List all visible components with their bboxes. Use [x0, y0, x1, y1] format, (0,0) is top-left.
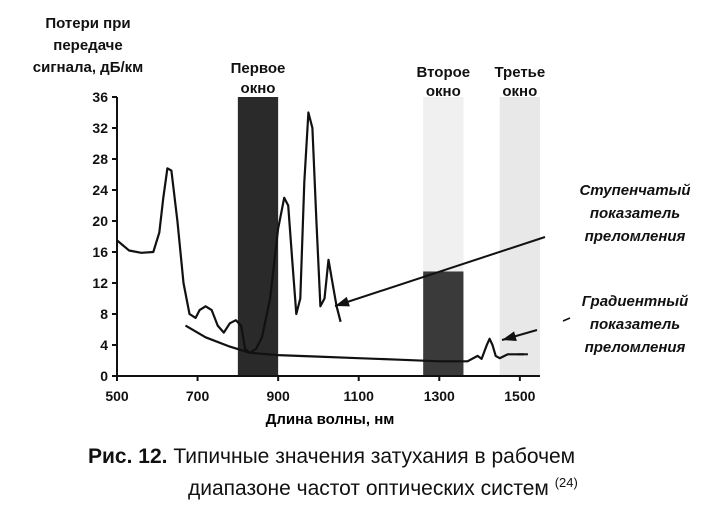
- x-tick-label-1500: 1500: [504, 388, 535, 404]
- series-step-index-label-line-2: показатель: [590, 205, 680, 222]
- window-band-1: [237, 97, 279, 376]
- window-label-2-line-2: окно: [426, 83, 461, 100]
- figure-caption: Рис. 12. Типичные значения затухания в р…: [88, 444, 708, 502]
- x-tick-label-500: 500: [105, 388, 129, 404]
- window-band-2-upper: [423, 97, 464, 272]
- window-band-2: [423, 271, 464, 376]
- x-tick-label-900: 900: [266, 388, 290, 404]
- y-axis-label: Потери при передаче сигнала, дБ/км: [33, 15, 144, 76]
- y-tick-label-32: 32: [92, 120, 108, 136]
- y-tick-label-20: 20: [92, 213, 108, 229]
- series-step-index-arrow-head: [335, 296, 350, 307]
- x-axis-label: Длина волны, нм: [266, 411, 395, 428]
- y-axis-label-line-3: сигнала, дБ/км: [33, 59, 144, 76]
- caption-line-2: диапазоне частот оптических систем (24): [88, 470, 708, 502]
- window-label-3-line-2: окно: [502, 83, 537, 100]
- y-axis-label-line-2: передаче: [53, 37, 122, 54]
- caption-text-1: Типичные значения затухания в рабочем: [173, 445, 576, 468]
- window-band-3: [499, 97, 540, 376]
- series-graded-index-label-line-2: показатель: [590, 316, 680, 333]
- annotation-mark: [562, 317, 571, 322]
- window-label-1-line-2: окно: [241, 80, 276, 97]
- y-tick-label-0: 0: [100, 368, 108, 384]
- y-tick-label-4: 4: [100, 337, 108, 353]
- y-tick-label-8: 8: [100, 306, 108, 322]
- series-step-index-label-line-3: преломления: [585, 228, 686, 245]
- series-step-index-arrow-shaft: [334, 236, 546, 307]
- series-graded-index-label-line-1: Градиентный: [582, 293, 689, 310]
- x-tick-label-1300: 1300: [424, 388, 455, 404]
- window-label-1-line-1: Первое: [231, 60, 286, 77]
- series-step-index-label-line-1: Ступенчатый: [579, 182, 690, 199]
- axis-ticks: 0 4 8 12 16 20 24 28 32 36 500 700 900 1100 1300 1500: [92, 89, 535, 404]
- y-tick-label-16: 16: [92, 244, 108, 260]
- caption-line-1: Рис. 12. Типичные значения затухания в р…: [88, 444, 708, 470]
- y-tick-label-24: 24: [92, 182, 108, 198]
- window-label-2-line-1: Второе: [417, 64, 471, 81]
- caption-text-2: диапазоне частот оптических систем: [188, 477, 549, 500]
- y-axis-label-line-1: Потери при: [45, 15, 130, 32]
- chart-axes: [116, 97, 540, 377]
- series-graded-index-label-line-3: преломления: [585, 339, 686, 356]
- series-step-index-line: [116, 111, 342, 354]
- x-tick-label-700: 700: [186, 388, 210, 404]
- data-series: [116, 111, 528, 363]
- y-tick-label-28: 28: [92, 151, 108, 167]
- series-graded-index-line: [184, 324, 524, 363]
- y-tick-label-12: 12: [92, 275, 108, 291]
- transmission-windows: Первое окно Второе окно Третье окно: [231, 60, 545, 376]
- x-tick-label-1100: 1100: [344, 388, 375, 404]
- y-tick-label-36: 36: [92, 89, 108, 105]
- series-graded-index-arrow-head: [502, 331, 517, 341]
- window-label-3-line-1: Третье: [494, 64, 545, 81]
- series-annotations: Ступенчатый показатель преломления Градиент…: [334, 182, 691, 356]
- caption-reference: (24): [554, 475, 578, 490]
- caption-label: Рис. 12.: [88, 445, 168, 468]
- attenuation-chart: Первое окно Второе окно Третье окно 0 4 8 12 16 20…: [33, 15, 691, 428]
